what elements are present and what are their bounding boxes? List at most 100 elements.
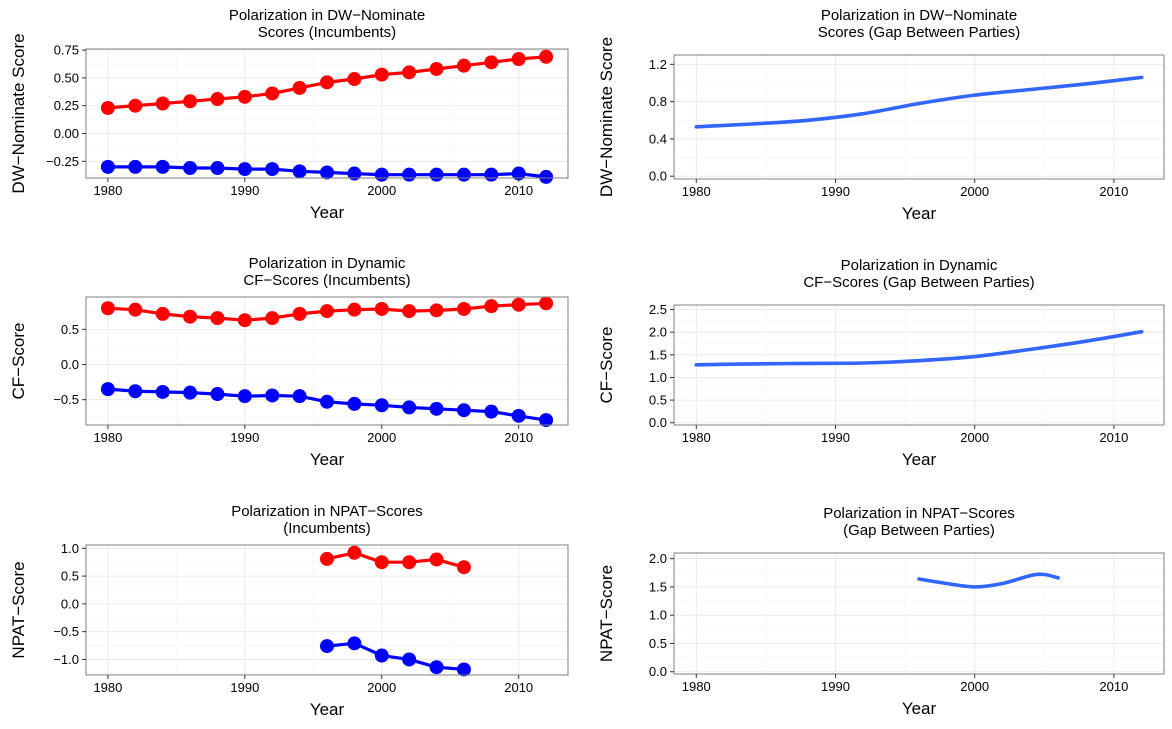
x-tick-label: 2000: [367, 680, 396, 695]
panel-subtitle: Scores (Incumbents): [258, 24, 396, 41]
y-tick-label: 0.25: [54, 98, 79, 113]
y-tick-label: 0.0: [649, 415, 667, 430]
x-tick-label: 1990: [821, 430, 850, 445]
x-axis-title: Year: [902, 450, 937, 469]
series-line-gap: [694, 329, 1144, 367]
x-tick-label: 2010: [504, 183, 533, 198]
x-tick-label: 1980: [682, 184, 711, 199]
panel-subtitle: (Gap Between Parties): [843, 522, 995, 539]
series-line-gap: [694, 75, 1144, 129]
data-point-republican: [484, 55, 499, 70]
data-point-democrat: [539, 169, 554, 184]
x-tick-label: 2000: [960, 430, 989, 445]
data-point-democrat: [183, 160, 198, 175]
panel-title: Polarization in Dynamic: [841, 257, 998, 274]
data-point-democrat: [511, 166, 526, 181]
y-tick-label: 0.5: [61, 569, 79, 584]
y-tick-label: 0.0: [61, 357, 79, 372]
y-tick-label: 0.8: [649, 94, 667, 109]
x-tick-label: 2010: [1099, 679, 1128, 694]
data-point-republican: [456, 560, 471, 575]
data-point-democrat: [320, 394, 334, 409]
data-point-republican: [100, 301, 115, 316]
data-point-democrat: [402, 400, 417, 415]
data-point-democrat: [347, 636, 362, 651]
data-point-democrat: [237, 162, 252, 177]
data-point-republican: [265, 311, 280, 326]
data-point-republican: [429, 303, 444, 318]
panel-title: Polarization in NPAT−Scores: [231, 503, 423, 520]
y-tick-label: 1.5: [649, 347, 667, 362]
y-tick-label: −1.0: [53, 652, 79, 667]
data-point-republican: [347, 545, 362, 560]
x-tick-label: 2010: [504, 430, 533, 445]
y-tick-label: 0.75: [54, 43, 79, 58]
data-point-democrat: [155, 159, 170, 174]
data-point-democrat: [429, 401, 444, 416]
panel-1: 1980 1990 2000 2010 −0.25 0.00 0.25 0.50 0.75 Pol…: [9, 7, 569, 222]
data-point-republican: [237, 313, 252, 328]
data-point-democrat: [429, 660, 444, 675]
panel-3: 1980 1990 2000 2010 −0.5 0.0 0.5 Polarization i…: [9, 255, 569, 469]
data-point-republican: [429, 62, 444, 77]
x-axis-title: Year: [310, 450, 345, 469]
data-point-republican: [265, 86, 280, 101]
data-point-republican: [347, 302, 362, 317]
panel-title: Polarization in Dynamic: [249, 255, 406, 272]
data-point-republican: [237, 89, 252, 104]
data-point-democrat: [237, 389, 252, 404]
y-tick-label: −0.5: [53, 392, 79, 407]
data-point-republican: [320, 551, 334, 566]
x-tick-label: 1990: [821, 679, 850, 694]
data-point-republican: [429, 552, 444, 567]
data-point-republican: [292, 80, 307, 95]
y-tick-label: 2.5: [649, 302, 667, 317]
x-tick-label: 2010: [1099, 184, 1128, 199]
panel-2: 1980 1990 2000 2010 0.0 0.4 0.8 1.2 Polarization…: [597, 7, 1165, 223]
data-point-democrat: [265, 388, 280, 403]
data-point-democrat: [100, 159, 115, 174]
panel-subtitle: CF−Scores (Incumbents): [243, 272, 410, 289]
y-tick-label: 2.0: [649, 551, 667, 566]
data-point-republican: [374, 301, 389, 316]
x-axis-title: Year: [310, 700, 345, 719]
x-tick-label: 2000: [367, 430, 396, 445]
y-tick-label: 1.5: [649, 579, 667, 594]
panel-6: 1980 1990 2000 2010 0.0 0.5 1.0 1.5 2.0 Polarizat…: [597, 505, 1165, 718]
panel-title: Polarization in DW−Nominate: [229, 7, 425, 24]
y-tick-label: 0.4: [649, 131, 667, 146]
data-point-republican: [374, 555, 389, 570]
data-point-republican: [402, 65, 417, 80]
data-point-republican: [511, 52, 526, 67]
x-tick-label: 2010: [1099, 430, 1128, 445]
y-tick-label: 0.0: [649, 664, 667, 679]
data-point-democrat: [347, 166, 362, 181]
data-point-republican: [183, 94, 198, 109]
panel-title: Polarization in NPAT−Scores: [823, 505, 1015, 522]
data-point-republican: [511, 297, 526, 312]
x-tick-label: 1990: [230, 183, 259, 198]
data-point-republican: [155, 306, 170, 321]
panel-border: [673, 54, 1165, 180]
data-point-republican: [155, 96, 170, 111]
data-point-republican: [456, 58, 471, 73]
data-point-republican: [128, 98, 143, 113]
panel-border: [85, 544, 569, 676]
x-tick-label: 2010: [504, 680, 533, 695]
y-tick-label: 0.50: [54, 70, 79, 85]
data-point-republican: [292, 306, 307, 321]
data-point-democrat: [374, 648, 389, 663]
x-tick-label: 2000: [960, 679, 989, 694]
panel-border: [673, 552, 1165, 675]
data-point-republican: [100, 100, 115, 115]
data-point-democrat: [210, 160, 225, 175]
y-axis-title: NPAT−Score: [9, 561, 28, 658]
data-point-democrat: [347, 396, 362, 411]
x-tick-label: 2000: [960, 184, 989, 199]
y-axis-title: DW−Nominate Score: [9, 33, 28, 193]
y-axis-title: CF−Score: [597, 327, 616, 404]
data-point-democrat: [429, 167, 444, 182]
data-point-republican: [402, 555, 417, 570]
data-point-democrat: [292, 389, 307, 404]
series-line-democrat: [325, 641, 466, 672]
